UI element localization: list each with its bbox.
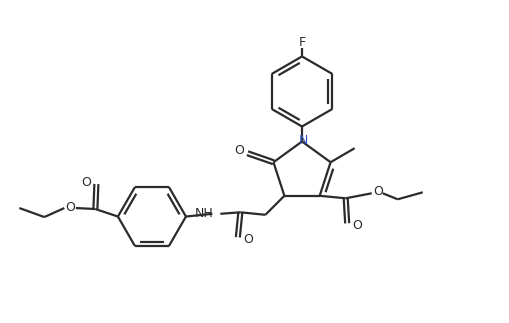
Text: O: O [66, 201, 75, 214]
Text: O: O [243, 233, 253, 246]
Text: N: N [298, 134, 308, 147]
Text: NH: NH [194, 207, 213, 220]
Text: O: O [352, 219, 362, 232]
Text: O: O [234, 144, 244, 157]
Text: O: O [81, 175, 91, 189]
Text: F: F [298, 36, 305, 49]
Text: O: O [373, 185, 383, 198]
